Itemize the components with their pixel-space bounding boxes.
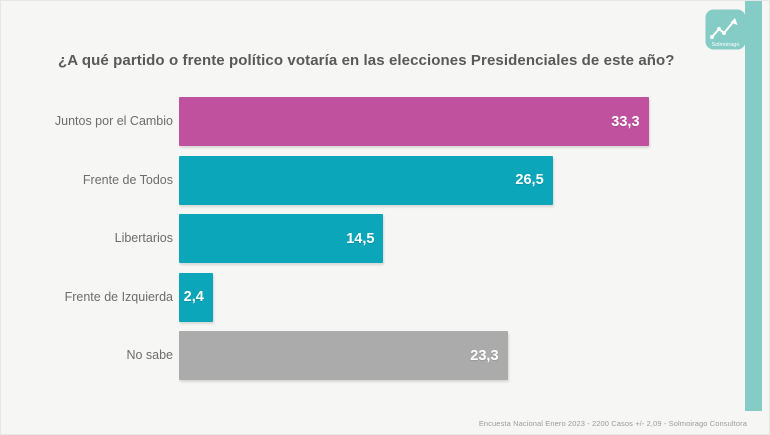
bar-value-label: 26,5 <box>515 172 544 188</box>
trendline-icon <box>710 18 738 39</box>
bar-track: 14,5 <box>179 214 743 263</box>
chart-row: Libertarios 14,5 <box>41 214 743 263</box>
source-note: Encuesta Nacional Enero 2023 - 2200 Caso… <box>478 419 747 428</box>
category-label: No sabe <box>126 348 173 363</box>
category-label: Juntos por el Cambio <box>54 114 173 129</box>
bar-track: 26,5 <box>179 155 743 205</box>
bar-value-label: 14,5 <box>346 230 375 247</box>
bar: 23,3 <box>179 331 508 380</box>
bar-chart: Juntos por el Cambio 33,3 Frente de Todos 2… <box>41 97 743 390</box>
solmoirago-logo: Solmoirago <box>705 9 746 50</box>
category-label: Frente de Izquierda <box>64 289 173 304</box>
right-accent-strip <box>745 1 762 411</box>
bar-track: 2,4 <box>179 272 743 322</box>
bar-value-label: 33,3 <box>611 113 640 130</box>
chart-row: No sabe 23,3 <box>41 331 743 380</box>
chart-row: Frente de Todos 26,5 <box>41 155 743 205</box>
bar: 14,5 <box>179 214 384 263</box>
chart-title: ¿A qué partido o frente político votaría… <box>58 52 675 69</box>
bar-track: 23,3 <box>179 331 743 380</box>
category-label: Libertarios <box>114 231 173 246</box>
bar: 2,4 <box>179 272 213 322</box>
logo-text: Solmoirago <box>712 42 740 48</box>
bar: 26,5 <box>179 155 553 205</box>
bar-value-label: 23,3 <box>470 347 499 364</box>
chart-row: Juntos por el Cambio 33,3 <box>41 97 743 146</box>
bar: 33,3 <box>179 97 649 146</box>
category-label: Frente de Todos <box>82 172 173 187</box>
chart-row: Frente de Izquierda 2,4 <box>41 272 743 322</box>
bar-value-label: 2,4 <box>183 289 204 305</box>
bar-track: 33,3 <box>179 97 743 146</box>
